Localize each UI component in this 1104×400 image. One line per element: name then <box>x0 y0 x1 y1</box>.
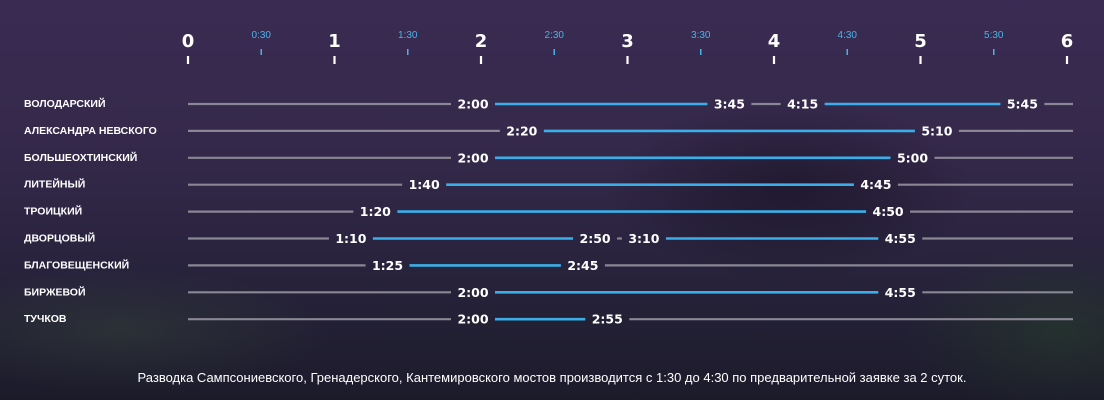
time-label: 2:50 <box>580 231 611 246</box>
bridge-name: ТРОИЦКИЙ <box>24 205 82 218</box>
bridge-name: БОЛЬШЕОХТИНСКИЙ <box>24 151 137 164</box>
time-label: 1:25 <box>372 258 403 273</box>
time-label: 2:00 <box>457 285 488 300</box>
time-label: 1:20 <box>360 204 391 219</box>
axis-major-tick-label: 2 <box>475 31 488 52</box>
axis-major-tick-label: 1 <box>328 31 341 52</box>
bridge-name: БИРЖЕВОЙ <box>24 285 86 298</box>
bridge-name: ТУЧКОВ <box>24 313 67 325</box>
axis-minor-tick-label: 1:30 <box>398 30 418 41</box>
time-label: 4:45 <box>860 177 891 192</box>
axis-minor-tick-label: 4:30 <box>838 30 858 41</box>
time-label: 4:50 <box>873 204 904 219</box>
axis-major-tick-label: 5 <box>914 31 927 52</box>
bridge-name: ВОЛОДАРСКИЙ <box>24 97 106 110</box>
axis-minor-tick-label: 0:30 <box>252 30 272 41</box>
time-label: 3:10 <box>628 231 659 246</box>
time-label: 2:45 <box>567 258 598 273</box>
bridge-name: ЛИТЕЙНЫЙ <box>24 178 85 191</box>
bridge-name: ДВОРЦОВЫЙ <box>24 232 95 245</box>
axis-minor-tick-label: 2:30 <box>545 30 565 41</box>
bridge-name: БЛАГОВЕЩЕНСКИЙ <box>24 258 129 271</box>
time-label: 5:10 <box>921 123 952 138</box>
axis-major-tick-label: 4 <box>768 31 781 52</box>
time-label: 5:45 <box>1007 97 1038 112</box>
axis-major-tick-label: 6 <box>1061 31 1074 52</box>
time-label: 1:10 <box>335 231 366 246</box>
time-label: 3:45 <box>714 97 745 112</box>
bridge-name: АЛЕКСАНДРА НЕВСКОГО <box>24 125 157 137</box>
time-label: 1:40 <box>409 177 440 192</box>
time-label: 2:00 <box>457 150 488 165</box>
axis-major-tick-label: 0 <box>182 31 195 52</box>
axis-major-tick-label: 3 <box>621 31 634 52</box>
time-label: 4:55 <box>885 231 916 246</box>
time-label: 2:00 <box>457 97 488 112</box>
time-label: 2:00 <box>457 312 488 327</box>
time-label: 4:55 <box>885 285 916 300</box>
time-label: 2:20 <box>506 123 537 138</box>
footnote: Разводка Сампсониевского, Гренадерского,… <box>137 370 967 385</box>
axis-minor-tick-label: 5:30 <box>984 30 1004 41</box>
axis-minor-tick-label: 3:30 <box>691 30 711 41</box>
time-label: 5:00 <box>897 150 928 165</box>
time-label: 2:55 <box>592 312 623 327</box>
time-label: 4:15 <box>787 97 818 112</box>
